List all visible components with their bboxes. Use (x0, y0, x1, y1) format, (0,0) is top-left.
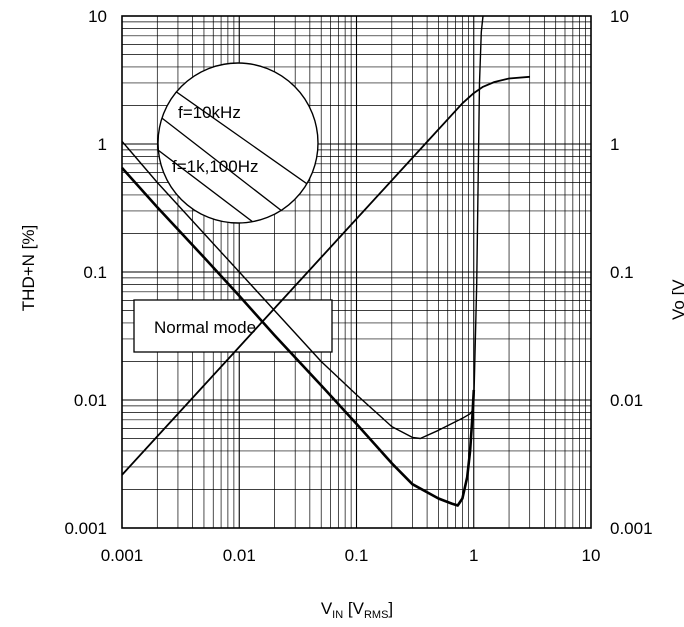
y-axis-label-left: THD+N [%] (19, 225, 38, 311)
y-tick-label-left: 0.001 (64, 519, 107, 538)
x-tick-label: 1 (469, 546, 478, 565)
x-tick-label: 0.001 (101, 546, 144, 565)
y-tick-label-right: 0.001 (610, 519, 653, 538)
x-axis-label-unit-close: ] (388, 599, 393, 618)
y-tick-label-right: 1 (610, 135, 619, 154)
x-tick-label: 0.1 (345, 546, 369, 565)
x-axis-label: VIN [VRMS] (321, 599, 393, 621)
series-line-thd_10khz (121, 15, 484, 440)
y-tick-label-right: 0.01 (610, 391, 643, 410)
y-tick-label-left: 10 (88, 7, 107, 26)
x-axis-label-main: V (321, 599, 333, 618)
x-tick-label: 10 (582, 546, 601, 565)
series-line-vo (121, 75, 530, 476)
x-axis-label-unit-open: [V (343, 599, 364, 618)
x-axis-label-unit-sub: RMS (364, 609, 388, 621)
inset-label-10khz: f=10kHz (178, 103, 241, 122)
inset-circle-group: f=10kHz f=1k,100Hz (157, 62, 319, 224)
inset-line-100hz (158, 149, 271, 223)
y-tick-label-right: 0.1 (610, 263, 634, 282)
normal-mode-label: Normal mode (154, 318, 256, 337)
normal-mode-frame (133, 299, 333, 353)
inset-circle (157, 62, 319, 224)
series-group (121, 15, 530, 507)
plot-frame (121, 15, 592, 529)
y-tick-label-right: 10 (610, 7, 629, 26)
y-tick-label-left: 0.1 (83, 263, 107, 282)
inset-line-1k (158, 114, 301, 223)
y-tick-label-left: 0.01 (74, 391, 107, 410)
inset-line-10khz (158, 78, 318, 201)
inset-label-1k-100hz: f=1k,100Hz (172, 157, 258, 176)
y-tick-label-left: 1 (98, 135, 107, 154)
x-tick-label: 0.01 (223, 546, 256, 565)
normal-mode-box: Normal mode (133, 299, 333, 353)
x-axis-label-sub: IN (332, 609, 343, 621)
tick-labels: 0.001 0.01 0.1 1 10 10 1 0.1 0.01 0.001 10 1 0.1 0.01… (64, 7, 652, 565)
series-line-thd_1k_100hz (121, 167, 476, 507)
y-axis-label-right: Vo [V (669, 279, 684, 320)
